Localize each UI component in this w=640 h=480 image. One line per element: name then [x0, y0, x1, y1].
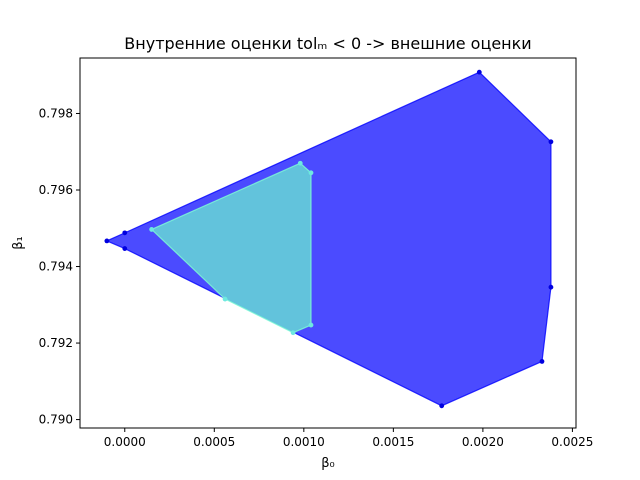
series-1-point: [548, 284, 554, 290]
plot-frame: [79, 57, 577, 429]
y-axis-label: β₁: [11, 236, 26, 250]
series-1-point: [476, 69, 482, 75]
y-tick-label: 0.792: [39, 336, 73, 350]
x-axis-label: β₀: [321, 456, 335, 471]
series-2-point: [308, 322, 314, 328]
series-2-point: [297, 160, 303, 166]
chart-title: Внутренние оценки tolₘ < 0 -> внешние оц…: [124, 34, 531, 53]
x-tick-label: 0.0020: [462, 435, 504, 449]
series-1-point: [122, 230, 128, 236]
series-1-point: [122, 246, 128, 251]
y-tick-label: 0.796: [39, 183, 73, 197]
series-2-point: [222, 296, 228, 302]
y-tick-label: 0.790: [39, 413, 73, 427]
series-1-point: [548, 139, 554, 145]
x-tick-label: 0.0010: [283, 435, 325, 449]
series-2-point: [290, 330, 296, 336]
series-2-point: [149, 227, 155, 232]
x-tick-label: 0.0000: [104, 435, 146, 449]
y-tick-label: 0.794: [39, 260, 73, 274]
x-axis: 0.0000 0.0005 0.0010 0.0015 0.0020 0.0025: [104, 428, 593, 449]
series-2-point: [308, 170, 314, 176]
series-1-point: [439, 403, 445, 409]
x-tick-label: 0.0025: [551, 435, 593, 449]
series-1-point: [539, 359, 545, 364]
series-1-point: [104, 238, 110, 244]
y-tick-label: 0.798: [39, 106, 73, 120]
x-tick-label: 0.0015: [372, 435, 414, 449]
series-layer: [104, 69, 554, 409]
x-tick-label: 0.0005: [193, 435, 235, 449]
y-axis: 0.790 0.792 0.794 0.796 0.798: [39, 106, 80, 427]
